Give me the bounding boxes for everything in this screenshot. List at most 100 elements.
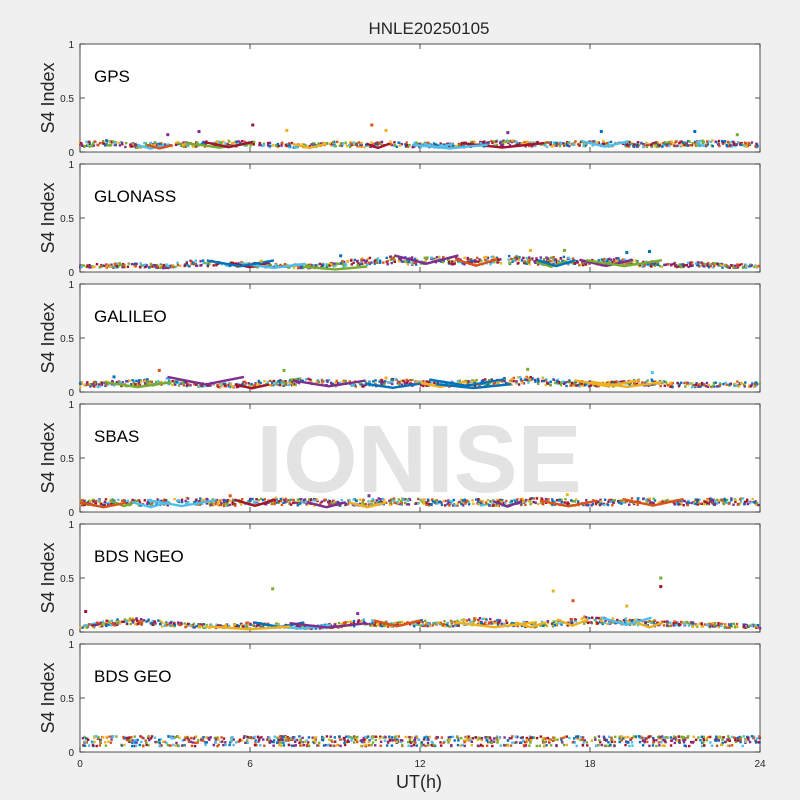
data-point <box>489 500 492 503</box>
data-point <box>717 501 720 504</box>
data-point <box>520 259 524 262</box>
data-point <box>482 142 485 145</box>
data-point <box>644 381 647 384</box>
data-point <box>631 260 634 263</box>
data-point <box>113 384 116 387</box>
data-point <box>417 623 420 626</box>
data-point <box>444 622 447 626</box>
data-point <box>543 141 546 145</box>
data-point <box>123 618 127 621</box>
data-point <box>747 625 750 628</box>
data-point <box>621 258 624 261</box>
data-point <box>666 384 670 387</box>
data-point <box>725 501 728 504</box>
data-point <box>285 500 288 503</box>
data-point <box>131 617 135 620</box>
data-point <box>658 264 662 268</box>
data-point <box>133 618 136 622</box>
data-point <box>348 143 351 147</box>
data-point <box>287 383 291 387</box>
data-point <box>440 143 443 147</box>
data-point <box>732 140 735 144</box>
data-point <box>751 382 754 385</box>
data-point <box>562 142 565 145</box>
data-point <box>437 621 440 624</box>
data-point <box>401 260 404 263</box>
y-tick-label: 0 <box>68 148 74 159</box>
data-point <box>733 384 736 388</box>
data-point <box>749 142 752 146</box>
data-point <box>448 500 451 503</box>
data-point <box>126 501 129 505</box>
data-point <box>288 499 292 502</box>
data-point <box>755 501 759 505</box>
data-point <box>246 621 250 624</box>
data-point <box>696 503 699 506</box>
data-point <box>202 623 205 626</box>
data-point <box>389 622 393 625</box>
data-point <box>712 498 715 502</box>
data-point <box>721 142 725 145</box>
data-point <box>104 498 108 501</box>
data-point <box>497 382 500 385</box>
data-point <box>373 261 376 264</box>
data-point <box>162 500 166 503</box>
data-point <box>516 262 519 265</box>
data-point <box>120 141 124 145</box>
data-point <box>151 265 154 268</box>
data-point <box>415 141 418 145</box>
data-point <box>484 621 487 624</box>
data-point <box>491 500 494 503</box>
data-point <box>627 735 630 739</box>
data-point <box>398 621 402 624</box>
data-point <box>93 380 96 384</box>
data-point <box>713 503 717 506</box>
data-point <box>636 503 639 506</box>
data-point <box>726 140 730 144</box>
data-point <box>564 381 568 384</box>
data-point <box>369 145 373 148</box>
satellite-track <box>229 261 270 269</box>
data-point <box>330 501 333 504</box>
data-point <box>105 139 109 142</box>
data-point <box>164 499 167 502</box>
data-point <box>746 498 749 501</box>
data-point <box>260 624 263 627</box>
data-point <box>377 142 381 145</box>
data-point <box>571 261 575 265</box>
data-point <box>352 622 356 625</box>
satellite-track <box>302 265 368 271</box>
data-point <box>680 263 683 266</box>
data-point <box>103 623 107 626</box>
data-point <box>352 498 355 501</box>
data-point <box>138 620 141 623</box>
data-point <box>554 381 557 385</box>
data-point <box>391 257 395 260</box>
data-point <box>650 143 653 146</box>
data-point <box>733 382 737 386</box>
data-point <box>279 263 282 267</box>
data-point <box>736 141 740 144</box>
data-point <box>195 383 198 386</box>
data-point <box>398 383 401 387</box>
data-point <box>525 736 529 740</box>
data-point <box>584 383 587 386</box>
data-point <box>331 382 334 386</box>
data-point <box>406 503 409 506</box>
data-point <box>81 144 84 147</box>
data-point <box>754 500 757 503</box>
data-point <box>450 262 453 266</box>
data-point <box>172 623 175 626</box>
data-point <box>105 383 108 387</box>
data-point <box>390 261 393 265</box>
data-point <box>146 378 149 381</box>
data-point <box>217 624 220 627</box>
data-point <box>478 617 482 620</box>
data-point <box>548 141 551 145</box>
data-point <box>91 624 94 627</box>
data-point <box>317 744 321 747</box>
data-point <box>714 501 717 505</box>
data-point <box>726 626 729 629</box>
data-point <box>446 621 449 625</box>
data-point <box>636 623 640 627</box>
